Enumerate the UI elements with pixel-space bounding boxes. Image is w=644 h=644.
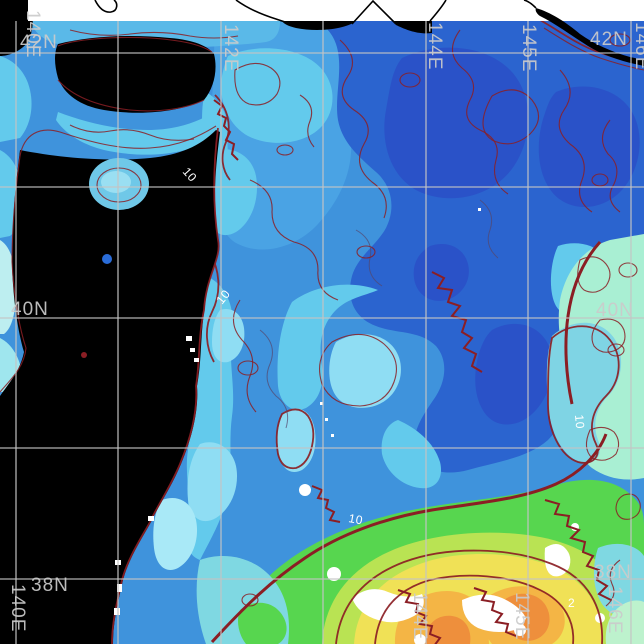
coast-wedge [282, 21, 356, 30]
mutsu-bay-center [101, 171, 131, 193]
longitude-label: 146E [631, 22, 644, 70]
contour-line [558, 69, 593, 213]
longitude-label: 145E [511, 592, 532, 640]
field-lightcyan [329, 334, 401, 408]
contour-line [69, 29, 239, 39]
contour-line [451, 29, 509, 195]
contour-loop [241, 593, 259, 607]
field-darkcore [413, 244, 469, 301]
latitude-label: 42N [20, 32, 58, 53]
coast-contour [57, 36, 213, 112]
field-lightcyan [187, 442, 238, 522]
contour-labels: 10 10 10 10 2 [180, 165, 587, 610]
longitude-label: 142E [220, 24, 241, 72]
contour-loop [618, 262, 638, 278]
contour-scribble [311, 485, 341, 523]
contour-loop [356, 245, 376, 259]
contour-lines [69, 19, 644, 644]
contour-loop [276, 144, 294, 156]
coastal-front-contour [214, 94, 231, 181]
contour-value-label: 10 [572, 414, 587, 430]
coast-contour [0, 125, 217, 393]
contour-scribble [213, 99, 239, 161]
top-coastline-strip [28, 0, 644, 66]
field-palecyan [153, 498, 198, 570]
contour-loop [609, 33, 631, 47]
latitude-label: 38N [594, 562, 632, 583]
contour-line [299, 94, 315, 148]
field-mint [605, 600, 644, 644]
contour-line [479, 199, 499, 259]
contour-line [605, 559, 621, 607]
field-green [238, 602, 287, 644]
grid-labels: 42N 40N 38N 42N 40N 38N 140E 142E 144E 1… [7, 10, 644, 640]
coast-sliver [535, 8, 644, 66]
contour-line [234, 62, 281, 106]
contour-value-label: 10 [347, 511, 364, 527]
coastline-outline [351, 0, 397, 25]
warm-ring-contour [335, 549, 603, 644]
contour-line [249, 179, 339, 301]
longitude-label: 140E [22, 10, 43, 58]
longitude-label: 144E [409, 592, 430, 640]
field-cyan [277, 284, 378, 410]
contour-value-label: 2 [568, 596, 575, 610]
contour-line [585, 426, 620, 461]
longitude-label: 146E [604, 586, 625, 634]
contour-loop [237, 360, 259, 376]
latitude-label: 40N [596, 300, 634, 321]
land [0, 0, 220, 644]
longitude-label: 145E [518, 24, 539, 72]
latitude-label: 40N [11, 299, 49, 320]
contour-line [601, 119, 621, 213]
contour-line [275, 408, 315, 470]
contour-line [355, 229, 383, 287]
contour-line [543, 27, 644, 71]
land-honshu [0, 130, 220, 644]
longitude-label: 140E [7, 584, 28, 632]
longitude-label: 144E [424, 22, 445, 70]
contour-scribble [473, 587, 517, 637]
contour-line [69, 124, 195, 141]
islet-dot [81, 352, 87, 358]
warm-ring-contour [374, 574, 575, 644]
missing-data-patches [299, 484, 605, 644]
coast-wedge [394, 21, 432, 34]
coastline-outline [94, 0, 118, 13]
contour-value-label: 10 [213, 287, 233, 307]
contour-loop [399, 72, 421, 88]
field-darkcore [538, 86, 640, 207]
hook-contour [547, 325, 620, 464]
coastline-outline [523, 0, 537, 9]
contour-line [319, 333, 397, 407]
contour-line [615, 493, 641, 520]
map-top-margin [28, 0, 644, 21]
contour-line [482, 89, 540, 145]
coastline-outline [235, 0, 289, 24]
field-darkcore [384, 47, 529, 199]
contour-line [577, 256, 611, 293]
field-cyan [221, 48, 333, 143]
contour-line [232, 299, 257, 413]
contour-loop [96, 167, 142, 203]
field-darkcore [475, 323, 553, 425]
lake-dot [102, 254, 112, 264]
contour-loop [607, 343, 625, 357]
latitude-label: 42N [590, 29, 628, 50]
contour-scribble [544, 499, 612, 601]
contour-line [259, 329, 289, 429]
contour-line [339, 39, 387, 219]
field-lightcyan [212, 308, 245, 363]
latitude-label: 38N [31, 575, 69, 596]
coastal-front-contour [206, 249, 220, 363]
contour-loop [591, 173, 609, 187]
land-hokkaido-oshima [55, 36, 216, 113]
contour-scribble [397, 589, 442, 644]
coast-contour [111, 127, 220, 644]
grid-lines [0, 21, 644, 644]
coastline-outline [429, 0, 447, 22]
temperature-front-contour [564, 240, 602, 405]
